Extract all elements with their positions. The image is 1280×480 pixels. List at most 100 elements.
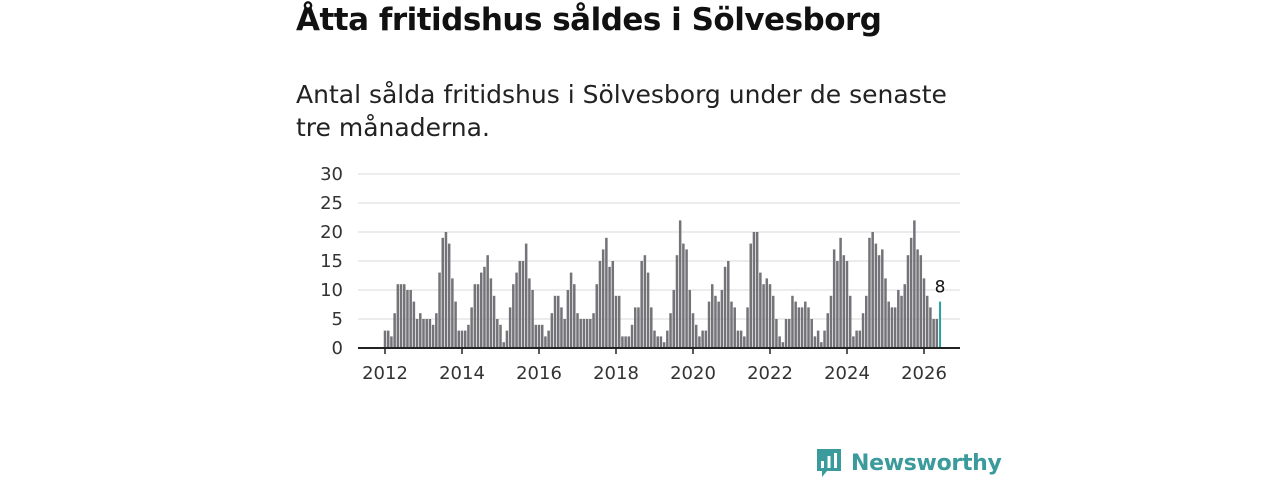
bar [704,330,708,348]
bar [479,272,483,348]
bar [743,336,746,348]
bar [402,284,406,348]
bar [881,249,884,348]
bar [534,324,538,348]
y-tick-label: 15 [320,251,343,272]
bar [800,307,804,348]
data-labels: 8 [935,278,946,298]
bar [791,295,794,348]
bar [839,237,842,348]
bar [884,278,887,348]
bar [829,295,833,348]
bar [762,284,765,348]
bar [489,278,493,348]
bar [518,261,522,348]
bar [457,330,461,348]
bar [909,237,913,348]
chart-title: Åtta fritidshus såldes i Sölvesborg [296,2,882,38]
bar [701,330,704,348]
bar [419,313,422,348]
bar [563,319,566,348]
bar [717,301,720,348]
y-tick-label: 5 [332,309,343,330]
bar [524,243,528,348]
bar [887,301,890,348]
bar [768,284,772,348]
bar [922,278,926,348]
bar [794,301,797,348]
bar [476,284,480,348]
bar [826,313,830,348]
bar [659,336,663,348]
bar [771,295,775,348]
bar [422,319,425,348]
bar [412,301,416,348]
bar [755,232,759,348]
bar [595,284,599,348]
bar [935,319,939,348]
bar [470,307,473,348]
bar [425,319,428,348]
bar [784,319,788,348]
bar [383,330,387,348]
bar [614,295,618,348]
bar [765,278,769,348]
bar [714,295,717,348]
bar [820,342,823,348]
brand-logo[interactable]: Newsworthy [815,446,1002,480]
bar [678,220,682,348]
bar [492,295,496,348]
bar [585,319,589,348]
bar [797,307,801,348]
bar [816,330,820,348]
bar [496,319,499,348]
bar [592,313,595,348]
bar [608,266,611,348]
bar [646,272,650,348]
bar [877,255,881,348]
bar [621,336,624,348]
bar [463,330,467,348]
y-tick-label: 10 [320,280,343,301]
bar [900,295,903,348]
bar [858,330,862,348]
bar [874,243,878,348]
bar [486,255,489,348]
bar [499,324,502,348]
bar [727,261,730,348]
bar [573,284,576,348]
bar [451,278,454,348]
bar [675,255,679,348]
y-tick-label: 0 [332,338,343,359]
bar [672,290,676,348]
bar [560,307,563,348]
bar [852,336,855,348]
bar [925,295,929,348]
bar [733,307,736,348]
axes: 0 5 10 15 20 25 30 2012 2014 2016 2018 2020 2022 2024… [320,164,960,384]
bar [845,261,849,348]
bar [897,290,900,348]
bar [698,336,701,348]
bar [707,301,711,348]
bar [467,324,470,348]
y-tick-label: 25 [320,193,343,214]
bar [428,319,432,348]
bar [544,336,547,348]
bar [637,307,640,348]
x-tick-label: 2018 [593,363,639,384]
bar [566,290,570,348]
bar [589,319,592,348]
bar [694,324,698,348]
bar [810,319,813,348]
bar [653,330,656,348]
bar [710,284,714,348]
x-tick-label: 2022 [747,363,793,384]
bar [871,232,874,348]
bar [611,261,615,348]
bar [662,342,666,348]
bar [444,232,448,348]
bar-series [383,220,942,348]
bar [617,295,621,348]
bar [759,272,762,348]
